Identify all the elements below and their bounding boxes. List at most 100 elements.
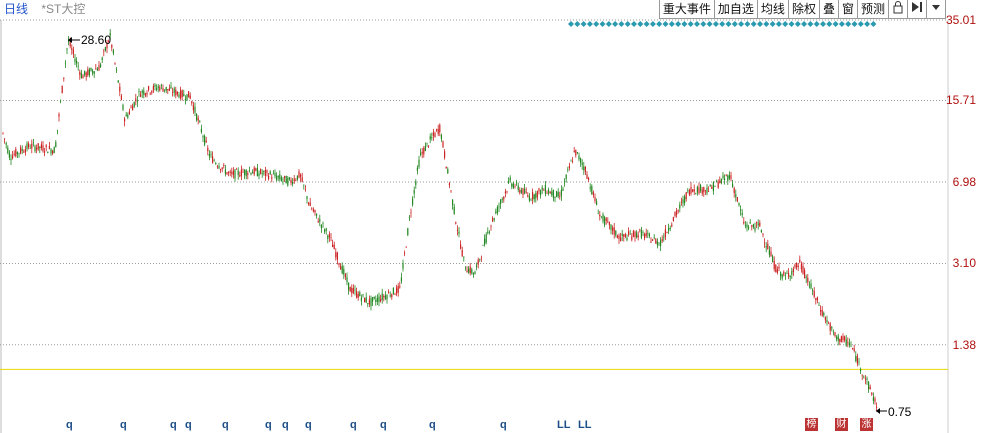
candle-body — [496, 206, 498, 214]
price-tick-label: 15.71 — [945, 93, 976, 108]
financial-report-badge[interactable]: 财 — [835, 418, 848, 431]
event-marker[interactable]: q — [500, 419, 507, 431]
event-marker[interactable]: q — [66, 419, 73, 431]
event-diamond-icon[interactable] — [832, 21, 839, 27]
event-diamond-icon[interactable] — [769, 21, 776, 27]
event-diamond-icon[interactable] — [845, 21, 852, 27]
event-diamond-icon[interactable] — [568, 21, 574, 27]
event-diamond-icon[interactable] — [864, 21, 871, 27]
forecast-button[interactable]: 预测 — [857, 0, 889, 19]
candle-body — [509, 177, 511, 181]
event-marker[interactable]: q — [120, 419, 127, 431]
event-diamond-icon[interactable] — [870, 21, 877, 27]
event-diamond-icon[interactable] — [687, 21, 694, 27]
event-diamond-icon[interactable] — [706, 21, 713, 27]
event-diamond-icon[interactable] — [719, 21, 726, 27]
event-diamond-icon[interactable] — [857, 21, 864, 27]
candle-body — [268, 175, 270, 179]
event-diamond-icon[interactable] — [675, 21, 682, 27]
event-diamond-icon[interactable] — [624, 21, 631, 27]
period-label[interactable]: 日线 — [4, 2, 29, 16]
event-diamond-icon[interactable] — [738, 21, 745, 27]
event-diamond-icon[interactable] — [744, 21, 751, 27]
candle-body — [429, 136, 431, 140]
event-diamond-icon[interactable] — [649, 21, 656, 27]
candle-body — [732, 183, 734, 187]
event-diamond-icon[interactable] — [807, 21, 814, 27]
event-diamond-icon[interactable] — [612, 21, 619, 27]
candle-body — [652, 239, 654, 241]
event-diamond-icon[interactable] — [593, 21, 600, 27]
candle-body — [677, 210, 679, 211]
candle-body — [280, 177, 282, 181]
event-diamond-icon[interactable] — [618, 21, 625, 27]
event-diamond-icon[interactable] — [782, 21, 789, 27]
event-diamond-icon[interactable] — [681, 21, 688, 27]
event-diamond-icon[interactable] — [838, 21, 845, 27]
moving-average-button[interactable]: 均线 — [757, 0, 789, 19]
event-diamond-icon[interactable] — [826, 21, 833, 27]
play-end-icon[interactable] — [908, 0, 927, 19]
event-dots[interactable] — [568, 21, 877, 27]
event-diamond-icon[interactable] — [631, 21, 637, 27]
window-button[interactable]: 窗 — [838, 0, 858, 19]
event-diamond-icon[interactable] — [763, 21, 770, 27]
candle-body — [276, 176, 278, 180]
event-diamond-icon[interactable] — [700, 21, 707, 27]
event-diamond-icon[interactable] — [775, 21, 782, 27]
event-marker[interactable]: q — [429, 419, 436, 431]
limit-up-badge[interactable]: 涨 — [860, 418, 873, 431]
event-marker[interactable]: q — [350, 419, 357, 431]
lock-icon[interactable] — [889, 0, 908, 19]
overlay-button[interactable]: 叠 — [819, 0, 839, 19]
leaderboard-badge[interactable]: 榜 — [805, 418, 818, 431]
event-marker[interactable]: q — [222, 419, 229, 431]
event-diamond-icon[interactable] — [820, 21, 826, 27]
event-diamond-icon[interactable] — [574, 21, 581, 27]
event-marker[interactable]: q — [265, 419, 272, 431]
candle-body — [399, 286, 401, 288]
candle-body — [680, 201, 682, 203]
event-diamond-icon[interactable] — [694, 21, 700, 27]
candle-body — [117, 80, 119, 83]
event-diamond-icon[interactable] — [813, 21, 820, 27]
event-diamond-icon[interactable] — [656, 21, 663, 27]
event-diamond-icon[interactable] — [725, 21, 732, 27]
event-marker[interactable]: q — [380, 419, 387, 431]
candle-body — [418, 159, 420, 167]
event-diamond-icon[interactable] — [712, 21, 719, 27]
event-marker[interactable]: q — [170, 419, 177, 431]
candle-body — [386, 294, 388, 300]
event-diamond-icon[interactable] — [643, 21, 650, 27]
event-diamond-icon[interactable] — [580, 21, 587, 27]
event-marker[interactable]: LL — [578, 419, 592, 431]
candle-body — [303, 184, 305, 186]
event-diamond-icon[interactable] — [668, 21, 675, 27]
candle-body — [543, 190, 545, 191]
event-marker[interactable]: q — [185, 419, 192, 431]
event-diamond-icon[interactable] — [757, 21, 763, 27]
candle-body — [464, 269, 466, 271]
price-tick-label: 35.01 — [945, 13, 976, 27]
event-marker[interactable]: q — [282, 419, 289, 431]
event-diamond-icon[interactable] — [794, 21, 801, 27]
major-events-button[interactable]: 重大事件 — [659, 0, 715, 19]
candle-body — [818, 305, 820, 306]
add-watchlist-button[interactable]: 加自选 — [714, 0, 758, 19]
event-marker[interactable]: q — [305, 419, 312, 431]
event-diamond-icon[interactable] — [586, 21, 593, 27]
event-diamond-icon[interactable] — [851, 21, 858, 27]
event-diamond-icon[interactable] — [788, 21, 795, 27]
event-diamond-icon[interactable] — [801, 21, 808, 27]
event-marker[interactable]: LL — [557, 419, 571, 431]
event-diamond-icon[interactable] — [599, 21, 606, 27]
event-diamond-icon[interactable] — [731, 21, 738, 27]
dropdown-arrow-icon[interactable] — [927, 0, 946, 19]
event-diamond-icon[interactable] — [662, 21, 669, 27]
ex-rights-button[interactable]: 除权 — [788, 0, 820, 19]
event-diamond-icon[interactable] — [750, 21, 757, 27]
candle-body — [775, 265, 777, 273]
event-diamond-icon[interactable] — [605, 21, 612, 27]
event-diamond-icon[interactable] — [637, 21, 644, 27]
